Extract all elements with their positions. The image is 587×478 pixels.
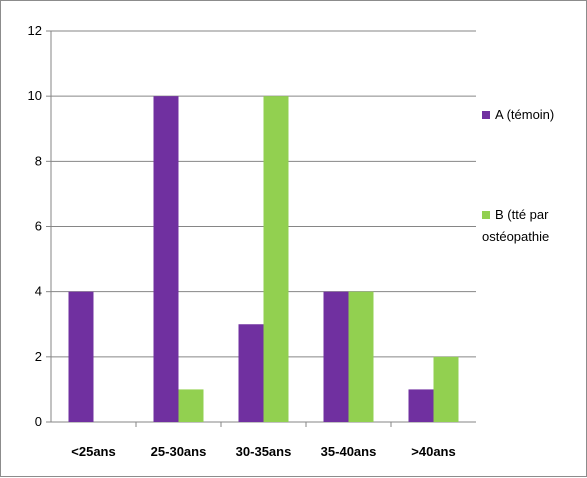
x-category-label: 25-30ans <box>151 444 207 459</box>
y-tick-label: 4 <box>35 284 42 299</box>
y-tick-label: 12 <box>28 23 42 38</box>
y-tick-label: 2 <box>35 349 42 364</box>
axis-labels: 0 2 4 6 8 10 12 <25ans 25-30ans 30-35ans 35-40ans >… <box>28 23 456 459</box>
y-tick-label: 10 <box>28 88 42 103</box>
legend-swatch-series-b <box>482 211 490 219</box>
y-tick-label: 6 <box>35 219 42 234</box>
y-tick-label: 8 <box>35 153 42 168</box>
bar-series-a <box>408 389 434 422</box>
bar-series-b <box>263 96 289 423</box>
bar-series-b <box>348 291 374 422</box>
legend-label-series-b: B (tté par <box>495 207 549 222</box>
legend-swatch-series-a <box>482 111 490 119</box>
bar-series-a <box>238 324 264 422</box>
bar-series-b <box>178 389 204 422</box>
x-category-label: 30-35ans <box>236 444 292 459</box>
bars <box>68 96 459 423</box>
bar-series-b <box>433 356 459 422</box>
x-category-label: >40ans <box>411 444 455 459</box>
y-tick-label: 0 <box>35 414 42 429</box>
legend: A (témoin) B (tté par ostéopathie <box>482 107 554 244</box>
bar-series-a <box>323 291 349 422</box>
x-category-label: 35-40ans <box>321 444 377 459</box>
legend-label-series-b: ostéopathie <box>482 229 549 244</box>
bar-series-a <box>153 96 179 423</box>
x-category-label: <25ans <box>71 444 115 459</box>
legend-label-series-a: A (témoin) <box>495 107 554 122</box>
bar-series-a <box>68 291 94 422</box>
